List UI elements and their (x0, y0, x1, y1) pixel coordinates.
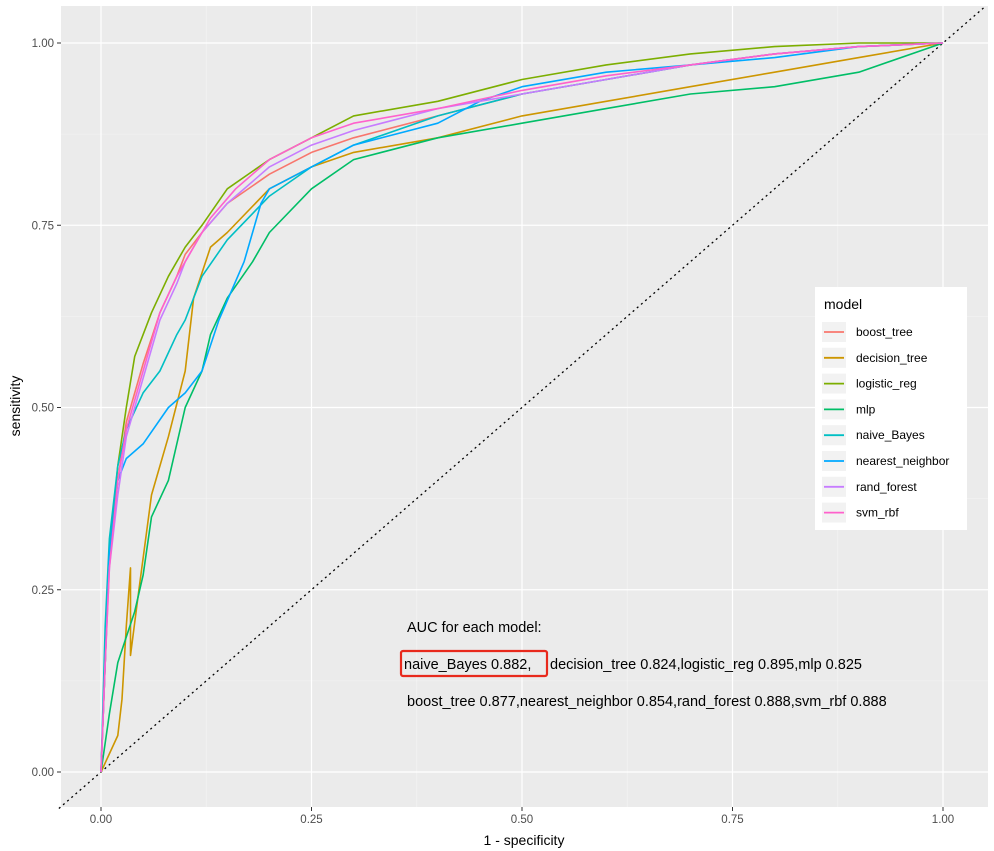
y-tick-label: 0.00 (32, 767, 54, 779)
x-axis: 0.00 0.25 0.50 0.75 1.00 (90, 807, 954, 826)
legend-label: nearest_neighbor (856, 454, 949, 468)
series-line-logistic-reg (100, 42, 943, 773)
series-line-nearest-neighbor (100, 42, 944, 773)
legend-label: mlp (856, 402, 876, 416)
x-tick-label: 1.00 (932, 814, 954, 826)
auc-line1-rest: decision_tree 0.824,logistic_reg 0.895,m… (550, 657, 862, 673)
legend-label: naive_Bayes (856, 428, 925, 442)
legend-label: decision_tree (856, 351, 928, 365)
legend-item: rand_forest (822, 476, 917, 497)
legend-label: logistic_reg (856, 377, 917, 391)
reference-diagonal (58, 6, 986, 809)
roc-curves (100, 42, 944, 773)
legend-item: svm_rbf (822, 502, 899, 523)
highlight-box (399, 649, 549, 678)
y-tick-label: 0.50 (32, 403, 54, 415)
legend-item: boost_tree (822, 322, 913, 342)
auc-naive-bayes: naive_Bayes 0.882, (404, 657, 531, 673)
legend-title: model (824, 296, 862, 312)
legend-item: mlp (822, 399, 876, 420)
legend-item: decision_tree (822, 347, 928, 368)
x-tick-label: 0.75 (721, 814, 743, 826)
x-tick-label: 0.00 (90, 814, 112, 826)
series-line-mlp (100, 42, 944, 773)
y-tick-label: 0.75 (32, 220, 54, 232)
grid-lines (58, 6, 988, 809)
legend-item: naive_Bayes (822, 425, 925, 446)
x-tick-label: 0.25 (300, 814, 322, 826)
series-line-decision-tree (100, 42, 944, 773)
legend-item: nearest_neighbor (822, 451, 949, 471)
y-axis: 0.00 0.25 0.50 0.75 1.00 (32, 38, 61, 779)
x-axis-title: 1 - specificity (484, 832, 565, 848)
legend-item: logistic_reg (822, 373, 917, 394)
series-line-svm-rbf (100, 42, 944, 773)
series-line-rand-forest (100, 42, 944, 773)
legend-label: boost_tree (856, 325, 913, 339)
legend-label: svm_rbf (856, 506, 899, 520)
legend: model boost_tree decision_tree logistic_re… (815, 287, 967, 530)
x-tick-label: 0.50 (511, 814, 533, 826)
y-axis-title: sensitivity (7, 376, 23, 437)
auc-annotation: AUC for each model: naive_Bayes 0.882, d… (399, 620, 887, 710)
auc-heading: AUC for each model: (407, 620, 542, 636)
auc-line2: boost_tree 0.877,nearest_neighbor 0.854,… (407, 694, 887, 710)
y-tick-label: 0.25 (32, 585, 54, 597)
y-tick-label: 1.00 (32, 38, 54, 50)
legend-label: rand_forest (856, 480, 917, 494)
